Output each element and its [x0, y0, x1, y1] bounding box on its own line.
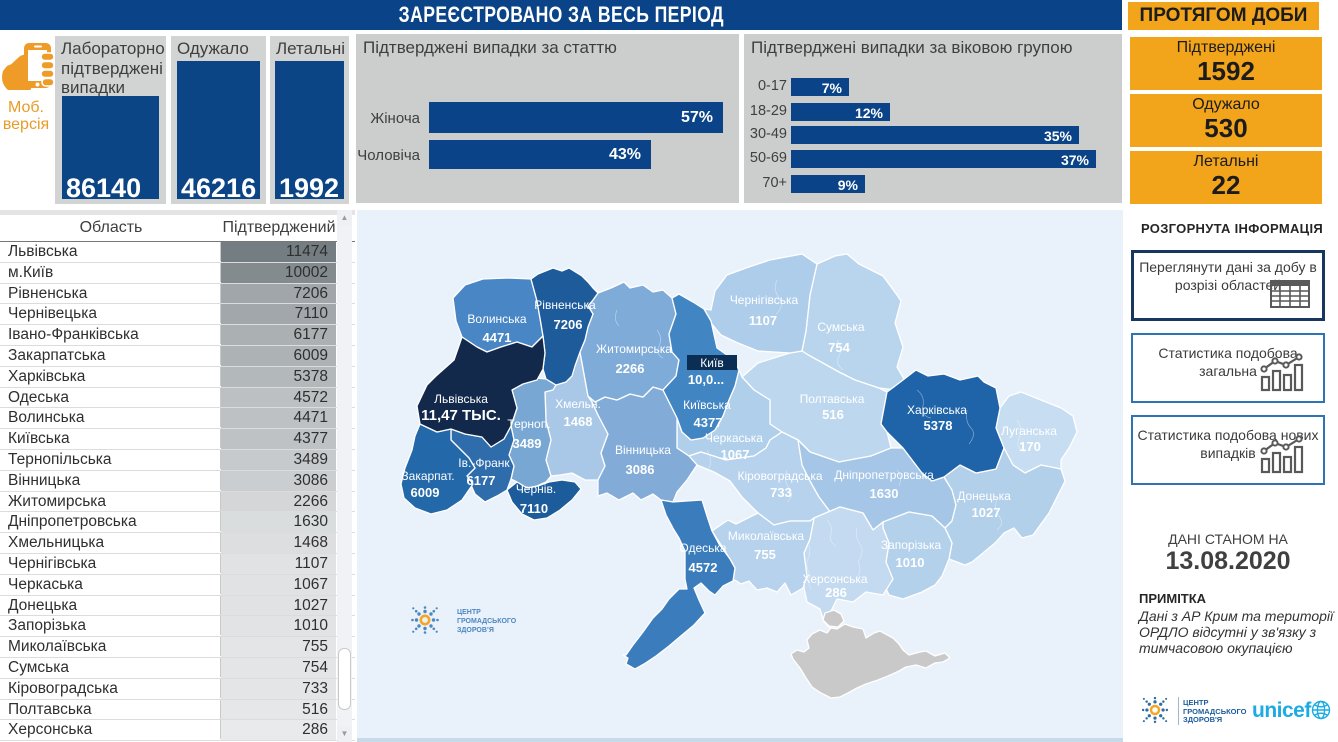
svg-text:516: 516	[822, 407, 844, 422]
svg-text:Кіровоградська: Кіровоградська	[737, 469, 822, 483]
svg-text:Рівненська: Рівненська	[534, 298, 596, 312]
svg-text:Ів.-Франк: Ів.-Франк	[458, 456, 510, 470]
svg-text:Волинська: Волинська	[467, 312, 527, 326]
svg-text:7206: 7206	[554, 317, 583, 332]
svg-text:Житомирська: Житомирська	[596, 342, 672, 356]
svg-text:Вінницька: Вінницька	[615, 443, 671, 457]
svg-text:4377: 4377	[694, 415, 723, 430]
svg-text:733: 733	[770, 485, 792, 500]
svg-text:170: 170	[1019, 439, 1041, 454]
svg-text:6009: 6009	[411, 485, 440, 500]
svg-text:unicef: unicef	[1252, 699, 1312, 722]
svg-text:2266: 2266	[616, 361, 645, 376]
svg-text:Миколаївська: Миколаївська	[728, 529, 805, 543]
svg-text:1027: 1027	[972, 505, 1001, 520]
svg-text:3086: 3086	[626, 462, 655, 477]
svg-text:Луганська: Луганська	[1001, 424, 1057, 438]
svg-text:Київська: Київська	[683, 398, 731, 412]
svg-text:Черкаська: Черкаська	[705, 431, 763, 445]
svg-text:4572: 4572	[689, 560, 718, 575]
svg-text:Сумська: Сумська	[817, 320, 865, 334]
svg-text:Чернів.: Чернів.	[516, 482, 556, 496]
svg-text:Чернігівська: Чернігівська	[730, 293, 799, 307]
svg-text:5378: 5378	[924, 418, 953, 433]
svg-text:4471: 4471	[483, 330, 512, 345]
svg-text:Полтавська: Полтавська	[800, 392, 865, 406]
svg-text:ЗДОРОВ’Я: ЗДОРОВ’Я	[457, 627, 494, 634]
svg-text:286: 286	[825, 585, 847, 600]
svg-text:754: 754	[828, 340, 850, 355]
svg-text:Львівська: Львівська	[434, 392, 488, 406]
svg-text:1010: 1010	[896, 555, 925, 570]
svg-text:ЦЕНТР: ЦЕНТР	[457, 609, 481, 616]
svg-text:1067: 1067	[721, 447, 750, 462]
svg-text:Терноп.: Терноп.	[507, 417, 550, 431]
svg-text:7110: 7110	[520, 501, 548, 516]
svg-text:Запорізька: Запорізька	[881, 538, 942, 552]
svg-text:Донецька: Донецька	[957, 489, 1011, 503]
svg-text:Харківська: Харківська	[907, 403, 967, 417]
svg-text:Київ: Київ	[700, 356, 723, 370]
svg-text:3489: 3489	[513, 436, 542, 451]
svg-text:6177: 6177	[467, 473, 496, 488]
svg-text:1630: 1630	[870, 486, 899, 501]
svg-text:Закарпат.: Закарпат.	[401, 469, 454, 483]
svg-text:ГРОМАДСЬКОГО: ГРОМАДСЬКОГО	[457, 618, 517, 625]
svg-text:Дніпропетровська: Дніпропетровська	[834, 468, 934, 482]
svg-text:Одеська: Одеська	[679, 541, 727, 555]
svg-text:10,0...: 10,0...	[688, 372, 724, 387]
svg-text:1107: 1107	[749, 313, 777, 328]
svg-text:1468: 1468	[564, 414, 593, 429]
svg-text:11,47 ТЫС.: 11,47 ТЫС.	[421, 407, 501, 424]
svg-text:Хмельн.: Хмельн.	[555, 397, 601, 411]
svg-text:Херсонська: Херсонська	[802, 572, 868, 586]
svg-text:755: 755	[754, 547, 776, 562]
